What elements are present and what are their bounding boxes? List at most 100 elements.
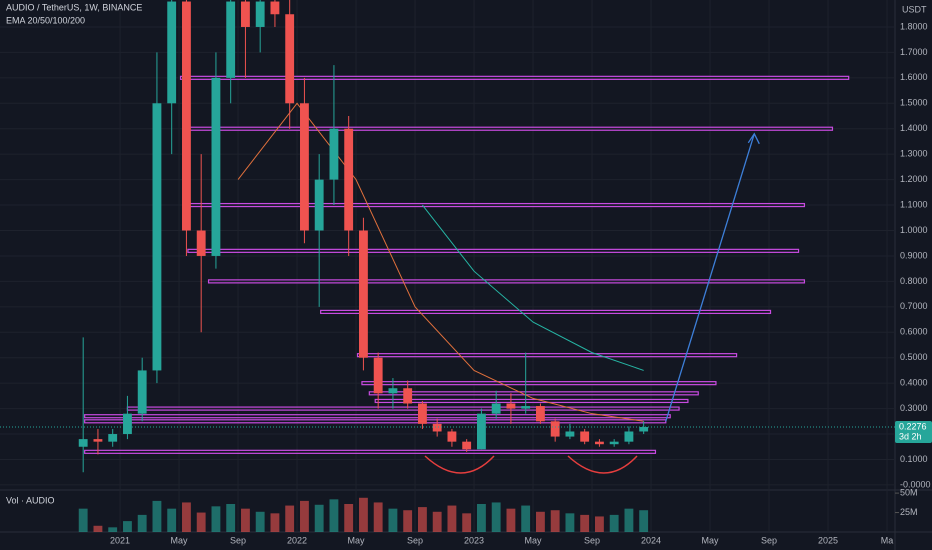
volume-bar	[270, 513, 280, 532]
y-tick-label: -0.0000	[900, 479, 931, 489]
volume-bar	[182, 502, 191, 532]
candle-body	[359, 230, 368, 358]
candle-body	[255, 1, 265, 27]
projection-arrow	[665, 133, 755, 422]
candle-body	[609, 441, 619, 445]
candle-body	[300, 103, 309, 231]
y-tick-label: 1.8000	[900, 21, 928, 31]
level-line	[84, 449, 657, 454]
price-pane	[0, 0, 895, 473]
y-tick-label: 0.4000	[900, 378, 928, 388]
candle-body	[521, 406, 531, 409]
last-price-label: 0.2276	[899, 421, 927, 431]
y-tick-label: 1.7000	[900, 47, 928, 57]
volume-bar	[373, 502, 383, 532]
volume-bar	[108, 527, 118, 532]
volume-bar	[344, 504, 354, 532]
candle-body	[226, 1, 236, 78]
candle-body	[78, 439, 88, 447]
volume-bar	[418, 507, 427, 532]
volume-bar	[462, 513, 472, 532]
volume-bar	[285, 505, 295, 532]
volume-bar	[123, 521, 132, 532]
level-line	[368, 391, 699, 396]
candle-body	[639, 427, 649, 432]
candle-body	[594, 441, 604, 445]
currency-label: USDT	[902, 4, 927, 14]
volume-bar	[300, 500, 309, 532]
y-tick-label: 1.0000	[900, 225, 928, 235]
candle-body	[108, 434, 118, 442]
x-tick-label: Sep	[584, 535, 600, 545]
candle-body	[93, 439, 103, 442]
candle-body	[491, 403, 501, 414]
level-line	[320, 309, 772, 315]
candle-body	[211, 77, 221, 256]
volume-bar	[432, 511, 442, 532]
volume-bar	[196, 512, 206, 532]
x-tick-label: 2021	[110, 535, 130, 545]
volume-bar	[241, 508, 250, 532]
candle-body	[506, 403, 516, 409]
volume-bar	[476, 504, 486, 532]
volume-bar	[447, 505, 457, 532]
candle-body	[403, 388, 413, 404]
candle-body	[314, 179, 324, 231]
y-tick-label: 1.5000	[900, 98, 928, 108]
volume-bar	[78, 508, 88, 532]
volume-bar	[211, 506, 221, 532]
candle-body	[285, 14, 295, 104]
y-tick-label: 1.6000	[900, 72, 928, 82]
y-tick-label: 0.6000	[900, 327, 928, 337]
volume-bar	[359, 497, 368, 532]
volume-bar	[152, 500, 162, 532]
candle-body	[432, 423, 442, 432]
volume-bar	[388, 508, 398, 532]
candle-body	[196, 230, 206, 256]
volume-bar	[639, 510, 649, 532]
candle-body	[373, 357, 383, 394]
candle-body	[418, 403, 427, 424]
candle-body	[137, 370, 147, 414]
candle-body	[550, 421, 560, 437]
candle-body	[329, 128, 339, 180]
volume-bar	[506, 508, 516, 532]
volume-bar	[167, 508, 177, 532]
x-tick-label: Sep	[761, 535, 777, 545]
candle-body	[152, 103, 162, 371]
volume-title: Vol · AUDIO	[6, 495, 55, 505]
y-tick-label: 0.7000	[900, 301, 928, 311]
level-line	[374, 398, 689, 404]
volume-bar	[624, 508, 634, 532]
volume-bar	[255, 511, 265, 532]
x-tick-label: Sep	[407, 535, 423, 545]
y-tick-label: 1.4000	[900, 123, 928, 133]
x-tick-label: May	[171, 535, 189, 545]
candle-body	[241, 1, 250, 27]
volume-pane	[78, 497, 649, 532]
volume-bar	[314, 504, 324, 532]
candle-body	[565, 431, 575, 437]
volume-bar	[580, 514, 590, 532]
y-tick-label: 0.5000	[900, 352, 928, 362]
volume-bar	[137, 514, 147, 532]
volume-bar	[521, 505, 531, 532]
volume-bar	[535, 511, 545, 532]
volume-bar	[565, 513, 575, 532]
candle-body	[344, 128, 354, 231]
y-tick-label: 0.8000	[900, 276, 928, 286]
x-tick-label: May	[525, 535, 543, 545]
level-line	[361, 381, 717, 386]
x-tick-label: 2022	[287, 535, 307, 545]
volume-tick-label: 50M	[900, 487, 918, 497]
volume-bar	[226, 504, 236, 532]
volume-tick-label: 25M	[900, 507, 918, 517]
arrow-head	[747, 132, 760, 145]
countdown-label: 3d 2h	[899, 431, 922, 441]
y-tick-label: 1.3000	[900, 149, 928, 159]
candle-body	[167, 1, 177, 104]
candle-body	[447, 431, 457, 442]
chart-title: AUDIO / TetherUS, 1W, BINANCE	[6, 2, 142, 12]
